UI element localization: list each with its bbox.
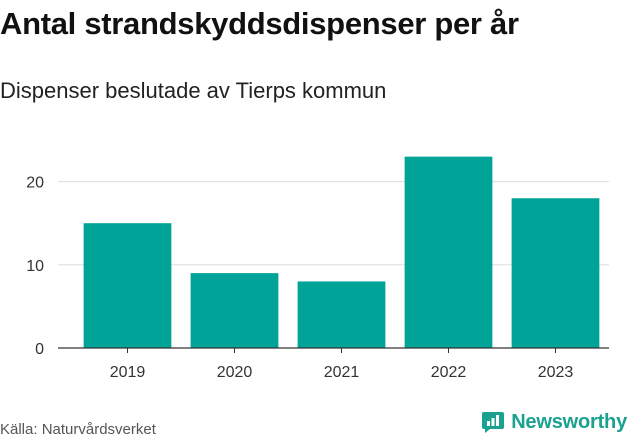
x-tick-label: 2021 — [324, 364, 360, 381]
chart-title: Antal strandskyddsdispenser per år — [0, 6, 519, 41]
bar — [404, 156, 493, 348]
y-tick-label: 0 — [35, 341, 44, 358]
x-tick-label: 2023 — [538, 364, 574, 381]
bar — [190, 273, 279, 348]
source-note: Källa: Naturvårdsverket — [0, 421, 156, 438]
bar — [297, 281, 386, 348]
brand-name: Newsworthy — [511, 410, 627, 433]
brand-logo: Newsworthy — [481, 410, 627, 434]
y-tick-label: 20 — [26, 175, 44, 192]
x-tick-label: 2019 — [110, 364, 146, 381]
bar — [511, 198, 600, 348]
y-tick-label: 10 — [26, 258, 44, 275]
x-tick-label: 2020 — [217, 364, 253, 381]
bar — [83, 223, 172, 348]
chart-subtitle: Dispenser beslutade av Tierps kommun — [0, 78, 387, 103]
bar-chart: 0 10 20 2019 2020 2021 2022 2023 — [26, 156, 609, 381]
x-tick-label: 2022 — [431, 364, 467, 381]
newsworthy-icon — [482, 412, 505, 433]
